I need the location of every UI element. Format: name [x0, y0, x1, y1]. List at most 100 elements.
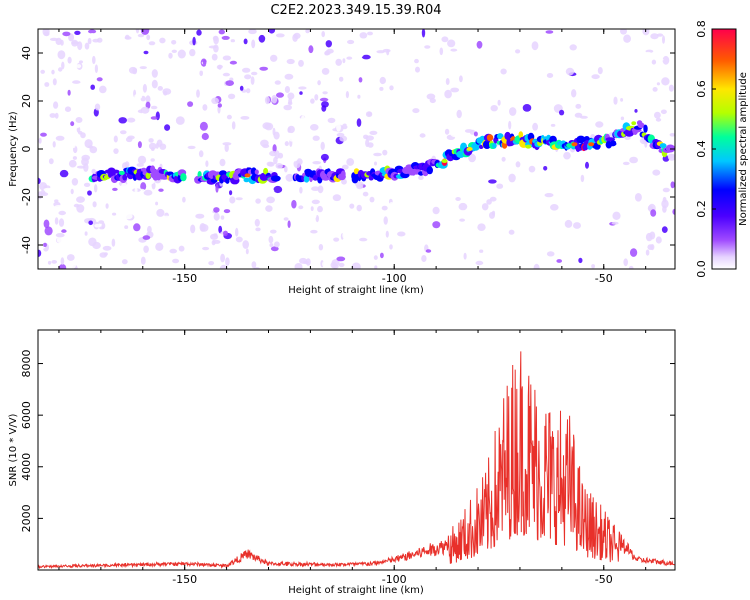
heatmap-cell: [662, 196, 667, 203]
heatmap-cell: [222, 142, 232, 146]
snr-series-line: [38, 351, 675, 570]
heatmap-cell: [242, 67, 251, 73]
heatmap-cell: [270, 175, 281, 182]
heatmap-cell: [349, 203, 355, 209]
heatmap-cell: [134, 187, 138, 194]
heatmap-cell: [124, 225, 129, 230]
heatmap-cell: [205, 160, 209, 167]
heatmap-cell: [477, 223, 486, 231]
heatmap-cell: [112, 212, 117, 216]
heatmap-cell: [285, 173, 294, 182]
heatmap-cell: [341, 178, 347, 185]
heatmap-cell: [51, 260, 57, 264]
heatmap-cell: [266, 196, 275, 204]
heatmap-cell: [219, 264, 228, 269]
heatmap-cell: [623, 258, 628, 267]
heatmap-cell: [294, 263, 303, 269]
heatmap-cell: [47, 260, 52, 265]
heatmap-cell: [251, 261, 257, 269]
heatmap-cell: [530, 118, 535, 124]
heatmap-cell: [43, 125, 48, 131]
heatmap-cell: [68, 159, 77, 168]
heatmap-cell: [202, 60, 207, 65]
heatmap-cell: [550, 204, 559, 211]
heatmap-cell: [351, 262, 361, 269]
heatmap-cell: [214, 84, 219, 93]
heatmap-marks: [38, 29, 675, 269]
heatmap-cell: [273, 185, 283, 194]
heatmap-cell: [458, 202, 468, 211]
heatmap-cell: [221, 35, 230, 40]
heatmap-cell: [389, 85, 394, 91]
heatmap-cell: [326, 202, 336, 211]
heatmap-cell: [369, 196, 375, 203]
heatmap-cell: [140, 106, 150, 114]
heatmap-cell: [661, 199, 669, 209]
heatmap-cell: [211, 97, 220, 105]
heatmap-cell: [425, 249, 432, 253]
heatmap-cell: [365, 135, 375, 141]
heatmap-cell: [532, 78, 540, 81]
heatmap-cell: [126, 117, 136, 123]
heatmap-cell: [187, 145, 196, 150]
heatmap-cell: [159, 143, 167, 150]
heatmap-cell: [358, 77, 363, 83]
heatmap-cell: [293, 159, 301, 169]
heatmap-cell: [228, 93, 236, 100]
heatmap-cell: [634, 109, 638, 113]
heatmap-cell: [383, 216, 388, 225]
heatmap-cell: [461, 70, 466, 75]
heatmap-cell: [356, 204, 362, 212]
heatmap-cell: [171, 49, 177, 53]
heatmap-cell: [415, 66, 420, 73]
heatmap-cell: [362, 191, 369, 197]
colorbar-ticks: 0.0 0.2 0.4 0.6 0.8: [695, 20, 716, 278]
heatmap-cell: [64, 132, 74, 137]
heatmap-cell: [320, 141, 325, 151]
heatmap-cell: [476, 40, 483, 49]
heatmap-cell: [271, 94, 278, 104]
heatmap-cell: [151, 79, 158, 89]
y-tick-label: 4000: [20, 453, 33, 481]
heatmap-cell: [150, 158, 155, 162]
heatmap-cell: [262, 144, 270, 149]
heatmap-cell: [481, 203, 489, 211]
heatmap-cell: [283, 104, 293, 111]
heatmap-cell: [68, 33, 75, 42]
heatmap-cell: [314, 266, 320, 269]
heatmap-cell: [310, 257, 317, 263]
colorbar-tick-label: 0.0: [695, 260, 708, 278]
heatmap-cell: [310, 98, 315, 104]
heatmap-cell: [322, 260, 329, 268]
heatmap-cell: [261, 50, 268, 55]
heatmap-cell: [88, 220, 93, 226]
heatmap-cell: [190, 224, 196, 234]
heatmap-cell: [208, 45, 218, 49]
heatmap-cell: [655, 236, 662, 244]
heatmap-cell: [501, 156, 506, 162]
heatmap-cell: [591, 74, 600, 80]
heatmap-cell: [180, 173, 187, 182]
heatmap-cell: [283, 217, 289, 221]
heatmap-cell: [291, 153, 299, 162]
heatmap-cell: [466, 147, 473, 151]
heatmap-cell: [532, 122, 538, 131]
heatmap-cell: [613, 96, 618, 105]
colorbar-tick-label: 0.8: [695, 20, 708, 38]
heatmap-cell: [381, 205, 388, 211]
heatmap-cell: [187, 166, 193, 172]
heatmap-cell: [218, 64, 222, 70]
heatmap-cell: [317, 44, 326, 50]
heatmap-cell: [274, 80, 281, 85]
heatmap-cell: [137, 141, 142, 149]
heatmap-cell: [468, 153, 476, 163]
heatmap-cell: [106, 116, 110, 126]
heatmap-cell: [473, 131, 478, 137]
heatmap-cell: [292, 48, 301, 53]
heatmap-cell: [148, 138, 154, 143]
heatmap-cell: [660, 109, 667, 115]
heatmap-cell: [58, 264, 67, 269]
heatmap-cell: [140, 256, 146, 265]
heatmap-cell: [450, 48, 458, 52]
heatmap-cell: [656, 58, 664, 62]
